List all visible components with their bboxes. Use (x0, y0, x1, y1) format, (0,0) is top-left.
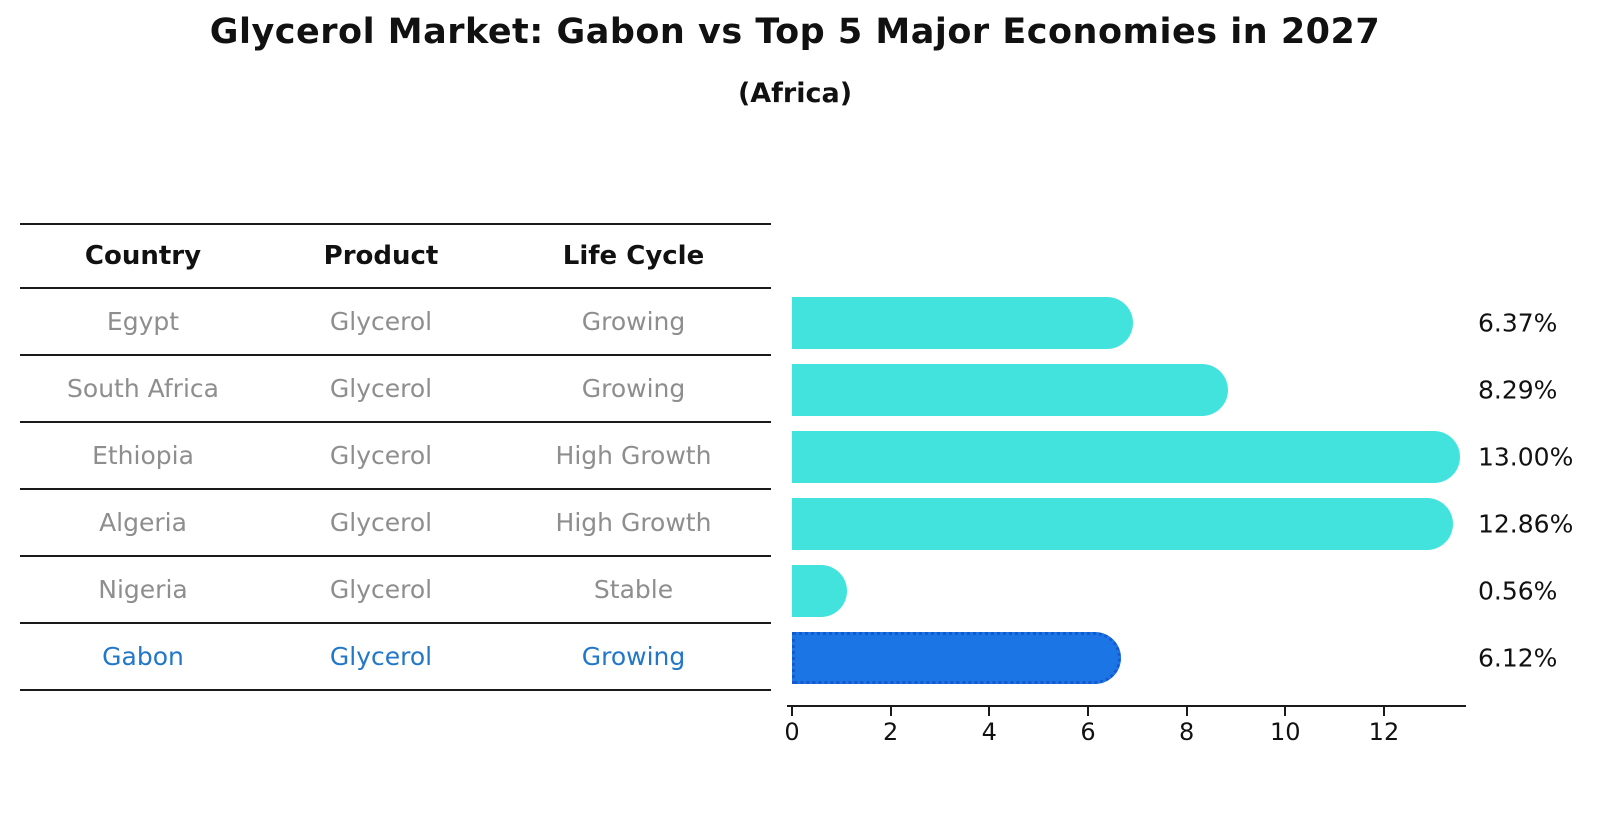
x-tick-label: 6 (1080, 718, 1096, 746)
table-row: Ethiopia Glycerol High Growth (20, 423, 771, 490)
product-cell: Glycerol (329, 642, 433, 671)
x-tick-mark (1284, 707, 1287, 716)
country-cell: Nigeria (98, 575, 188, 604)
x-tick-mark (1086, 707, 1089, 716)
product-cell: Glycerol (329, 441, 433, 470)
country-cell: Gabon (102, 642, 184, 671)
value-label: 8.29% (1478, 375, 1558, 404)
table-row: Gabon Glycerol Growing (20, 624, 771, 691)
value-label: 0.56% (1478, 576, 1558, 605)
life-cycle-cell: Growing (581, 642, 686, 671)
x-tick-mark (1185, 707, 1188, 716)
column-header-product: Product (323, 241, 439, 271)
x-tick-mark (1382, 707, 1385, 716)
value-label: 6.37% (1478, 308, 1558, 337)
bar (792, 564, 847, 617)
table-row: Egypt Glycerol Growing (20, 289, 771, 356)
country-cell: Egypt (106, 307, 180, 336)
country-cell: Algeria (99, 508, 187, 537)
value-label: 13.00% (1478, 442, 1574, 471)
country-cell: South Africa (67, 374, 219, 403)
life-cycle-cell: Growing (581, 307, 686, 336)
table-body: Egypt Glycerol Growing South Africa Glycerol… (20, 289, 771, 691)
table-row: Nigeria Glycerol Stable (20, 557, 771, 624)
table-row: Algeria Glycerol High Growth (20, 490, 771, 557)
x-tick-label: 12 (1368, 718, 1400, 746)
product-cell: Glycerol (329, 307, 433, 336)
chart-title: Glycerol Market: Gabon vs Top 5 Major Ec… (209, 12, 1381, 52)
x-tick-label: 0 (784, 718, 800, 746)
x-tick-mark (988, 707, 991, 716)
x-tick-label: 8 (1178, 718, 1195, 746)
country-cell: Ethiopia (92, 441, 194, 470)
x-axis-line (787, 705, 1466, 707)
country-table: Country Product Life Cycle Egypt Glycerol Gr… (20, 223, 771, 691)
bar (792, 430, 1461, 483)
life-cycle-cell: Stable (593, 575, 674, 604)
x-tick-label: 4 (981, 718, 997, 746)
highlight-bar (792, 631, 1121, 684)
column-header-life-cycle: Life Cycle (562, 241, 705, 271)
x-tick-label: 10 (1270, 718, 1301, 746)
product-cell: Glycerol (329, 374, 433, 403)
product-cell: Glycerol (329, 575, 433, 604)
bar (792, 497, 1454, 550)
value-label: 6.12% (1478, 643, 1558, 672)
table-header-row: Country Product Life Cycle (20, 223, 771, 289)
x-tick-mark (791, 707, 793, 716)
column-header-country: Country (84, 241, 202, 271)
bar (792, 296, 1134, 349)
life-cycle-cell: High Growth (555, 508, 712, 537)
product-cell: Glycerol (329, 508, 433, 537)
life-cycle-cell: High Growth (555, 441, 712, 470)
bar (792, 363, 1228, 416)
x-tick-mark (889, 707, 892, 716)
value-label: 12.86% (1478, 509, 1574, 538)
table-row: South Africa Glycerol Growing (20, 356, 771, 423)
life-cycle-cell: Growing (581, 374, 686, 403)
x-tick-label: 2 (883, 718, 899, 746)
chart-subtitle: (Africa) (737, 78, 853, 109)
